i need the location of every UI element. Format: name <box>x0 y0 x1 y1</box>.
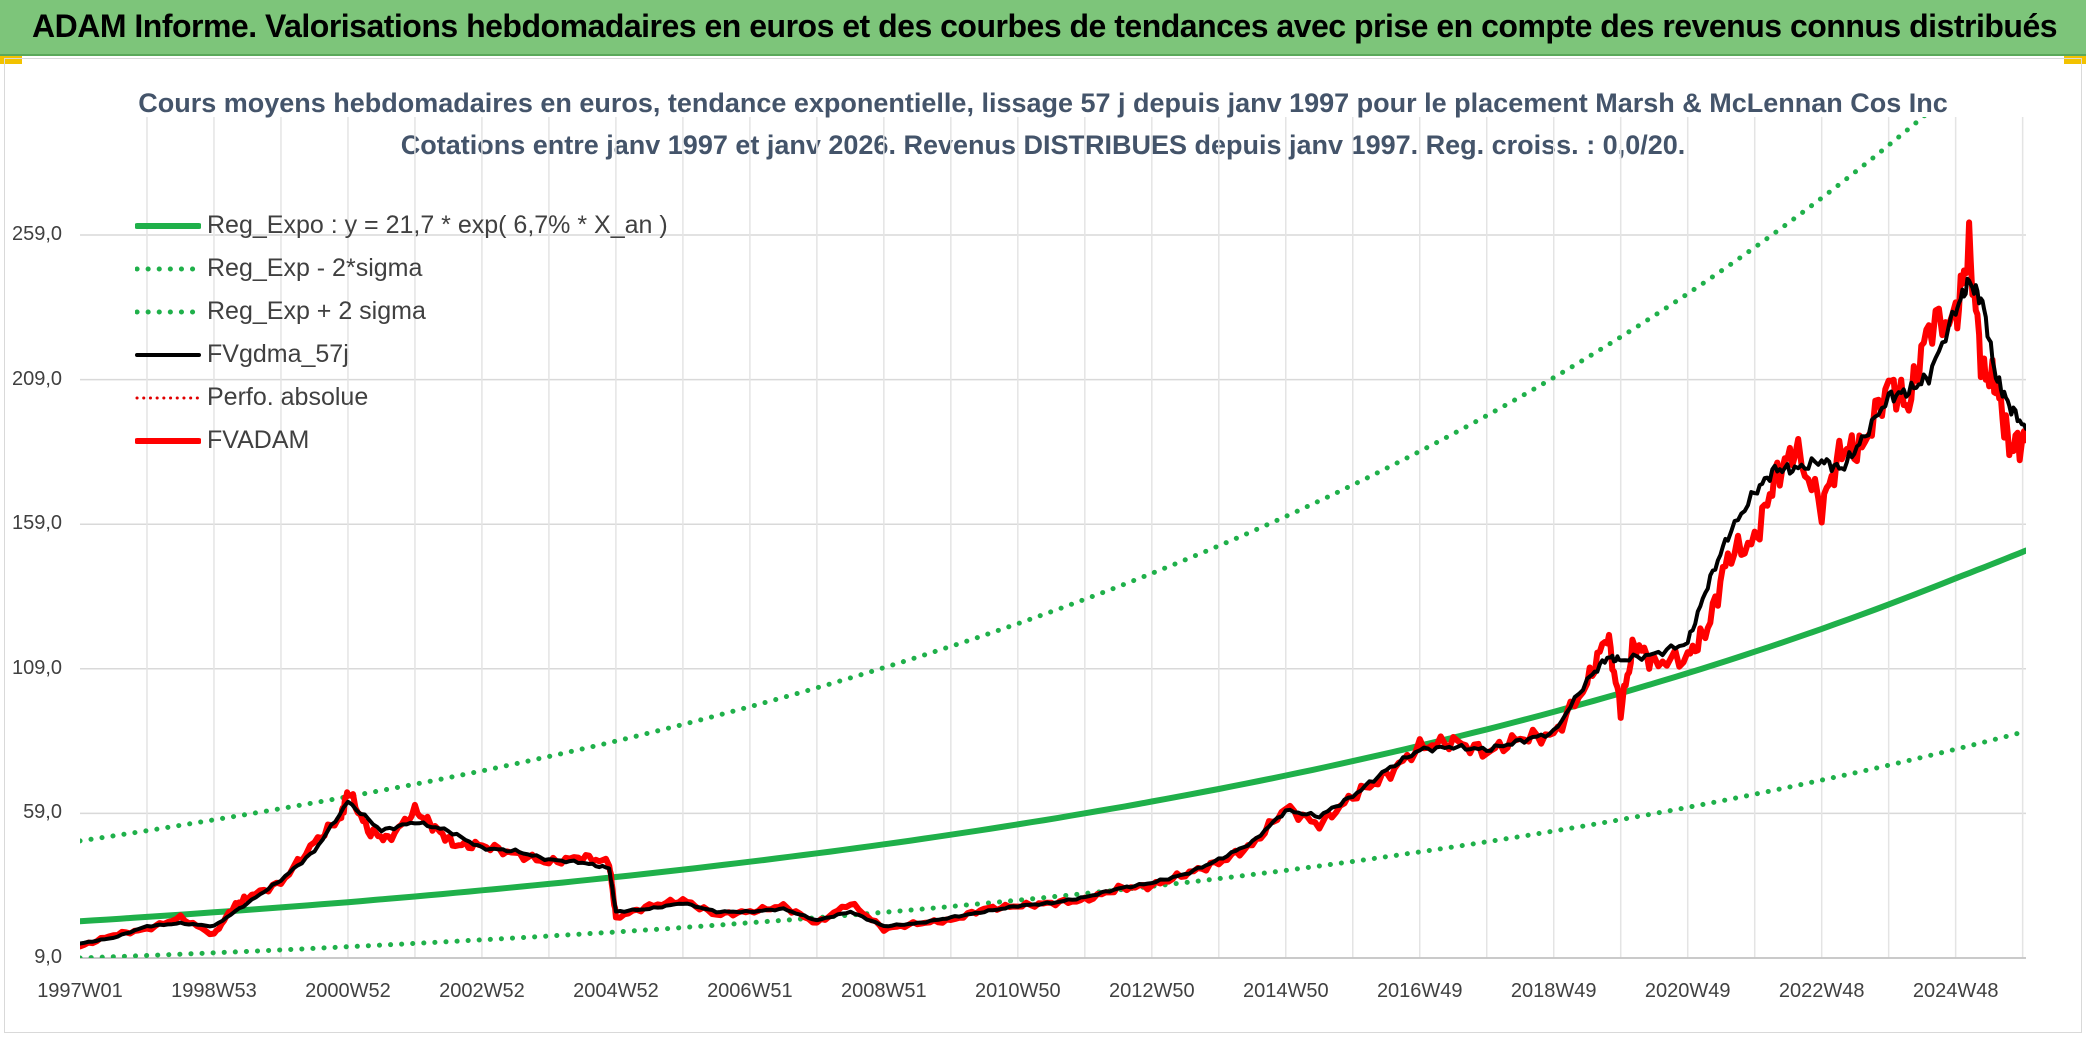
legend-item-reg-exp-plus: Reg_Exp + 2 sigma <box>135 290 668 333</box>
legend-label: Reg_Expo : y = 21,7 * exp( 6,7% * X_an ) <box>207 211 668 239</box>
legend-swatch <box>135 266 201 271</box>
legend-label: Reg_Exp - 2*sigma <box>207 254 423 282</box>
series-line-fvgdma-57j <box>80 276 2026 946</box>
x-tick-label: 2018W49 <box>1510 980 1597 1002</box>
legend-swatch <box>135 396 201 399</box>
corner-marker <box>0 56 22 64</box>
legend-item-fvgdma: FVgdma_57j <box>135 333 668 376</box>
legend-item-fvadam: FVADAM <box>135 419 668 462</box>
x-tick-label: 2002W52 <box>439 980 525 1002</box>
y-tick-label: 109,0 <box>12 656 63 679</box>
legend-item-reg-expo: Reg_Expo : y = 21,7 * exp( 6,7% * X_an ) <box>135 204 668 247</box>
legend-swatch <box>135 437 201 444</box>
legend-item-reg-exp-minus: Reg_Exp - 2*sigma <box>135 247 668 290</box>
y-tick-label: 9,0 <box>34 946 62 968</box>
x-tick-label: 2012W50 <box>1108 980 1195 1002</box>
x-tick-label: 2010W50 <box>975 980 1061 1002</box>
x-tick-label: 2004W52 <box>573 980 659 1002</box>
y-tick-label: 209,0 <box>12 367 63 390</box>
y-tick-label: 259,0 <box>12 223 63 245</box>
series-line-reg-exp-2-sigma <box>80 728 2026 958</box>
legend-label: Reg_Exp + 2 sigma <box>207 297 426 325</box>
legend-swatch <box>135 309 201 314</box>
x-tick-label: 2000W52 <box>305 980 391 1002</box>
corner-marker <box>2064 56 2086 64</box>
x-tick-label: 2008W51 <box>841 980 927 1002</box>
x-tick-label: 2016W49 <box>1376 980 1463 1002</box>
legend-swatch <box>135 352 201 357</box>
x-tick-label: 2020W49 <box>1644 980 1731 1002</box>
legend-item-perfo-absolue: Perfo. absolue <box>135 376 668 419</box>
chart-subtitle: Cotations entre janv 1997 et janv 2026. … <box>400 130 1686 160</box>
x-tick-label: 1997W01 <box>37 980 123 1002</box>
y-tick-label: 59,0 <box>23 801 62 824</box>
x-tick-label: 1998W53 <box>171 980 257 1002</box>
legend-label: FVgdma_57j <box>207 340 349 368</box>
series-line-reg-expo <box>80 547 2026 925</box>
report-title: ADAM Informe. Valorisations hebdomadaire… <box>32 8 2058 44</box>
chart-legend: Reg_Expo : y = 21,7 * exp( 6,7% * X_an )… <box>135 204 668 462</box>
report-banner: ADAM Informe. Valorisations hebdomadaire… <box>0 0 2086 56</box>
x-tick-label: 2022W48 <box>1778 980 1865 1002</box>
legend-label: FVADAM <box>207 426 310 454</box>
chart-frame <box>4 58 2082 1033</box>
chart-title: Cours moyens hebdomadaires en euros, ten… <box>138 88 1948 118</box>
x-tick-label: 2014W50 <box>1242 980 1329 1002</box>
x-tick-label: 2006W51 <box>707 980 793 1002</box>
legend-label: Perfo. absolue <box>207 383 369 411</box>
x-tick-label: 2024W48 <box>1912 980 1999 1002</box>
legend-swatch <box>135 222 201 229</box>
y-tick-label: 159,0 <box>12 512 63 535</box>
series-line-fvadam <box>80 219 2026 950</box>
